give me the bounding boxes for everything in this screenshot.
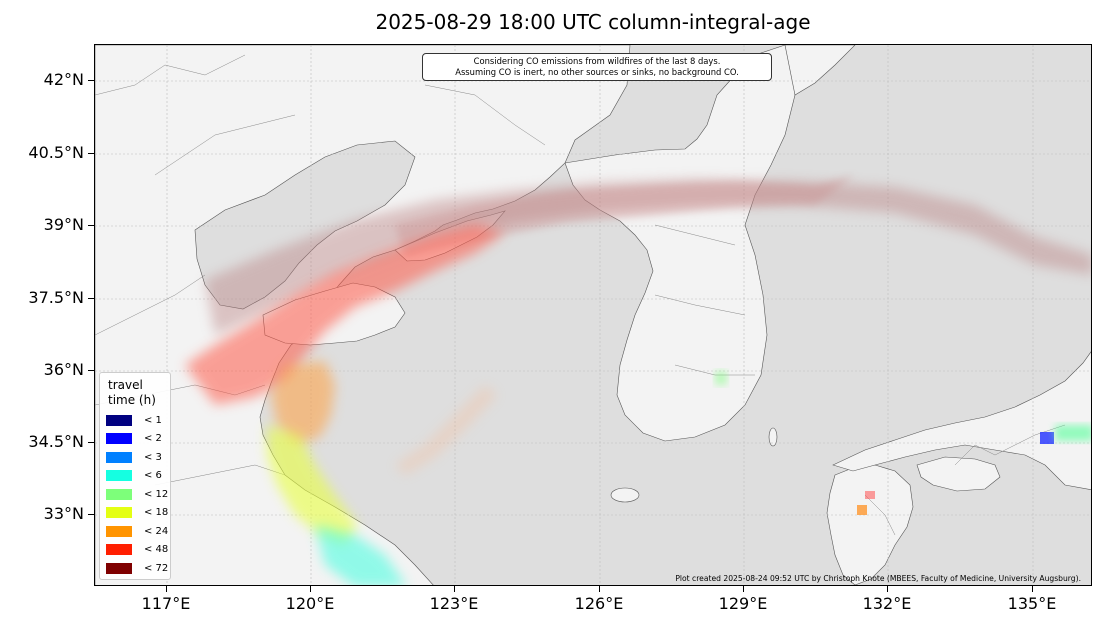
lat-tick	[88, 225, 94, 226]
legend-title-line-1: travel	[108, 378, 143, 392]
legend-swatch	[106, 544, 132, 555]
korean-peninsula	[564, 45, 796, 442]
plume-yellow	[267, 425, 357, 545]
lon-tick	[310, 586, 311, 592]
legend-entry: < 24	[106, 526, 170, 537]
legend-title: travel time (h)	[108, 378, 156, 408]
legend: travel time (h) < 1 < 2 < 3 < 6 < 12 < 1…	[99, 372, 171, 580]
notice-line-1: Considering CO emissions from wildfires …	[473, 56, 721, 66]
legend-swatch	[106, 470, 132, 481]
lon-tick	[887, 586, 888, 592]
lon-tick	[1032, 586, 1033, 592]
legend-label: < 1	[144, 415, 162, 426]
lon-label-123e: 123°E	[429, 594, 479, 613]
legend-swatch	[106, 452, 132, 463]
legend-label: < 3	[144, 452, 162, 463]
legend-swatch	[106, 433, 132, 444]
lat-tick	[88, 153, 94, 154]
legend-entry: < 72	[106, 563, 170, 574]
legend-label: < 72	[144, 563, 169, 574]
legend-label: < 2	[144, 433, 162, 444]
legend-swatch	[106, 526, 132, 537]
plot-credit: Plot created 2025-08-24 09:52 UTC by Chr…	[675, 574, 1081, 583]
lat-tick	[88, 80, 94, 81]
lat-tick	[88, 370, 94, 371]
legend-entry: < 6	[106, 470, 170, 481]
notice-box: Considering CO emissions from wildfires …	[422, 53, 772, 81]
lat-tick	[88, 514, 94, 515]
plume-cyan	[315, 525, 406, 585]
plot-title: 2025-08-29 18:00 UTC column-integral-age	[375, 10, 811, 34]
plume-faint-diagonal	[395, 385, 497, 475]
lon-label-126e: 126°E	[574, 594, 624, 613]
notice-line-2: Assuming CO is inert, no other sources o…	[455, 67, 739, 77]
lat-label-34-5n: 34.5°N	[28, 432, 84, 451]
legend-entry: < 18	[106, 507, 170, 518]
japan-shikoku	[916, 456, 1001, 492]
legend-swatch	[106, 507, 132, 518]
legend-label: < 18	[144, 507, 169, 518]
lon-label-132e: 132°E	[862, 594, 912, 613]
lon-tick	[743, 586, 744, 592]
lon-tick	[166, 586, 167, 592]
plume-kyushu-red	[865, 491, 875, 499]
plume-japan-green	[1055, 425, 1091, 441]
map-canvas: Considering CO emissions from wildfires …	[95, 45, 1091, 585]
legend-entry: < 3	[106, 452, 170, 463]
lon-label-117e: 117°E	[141, 594, 191, 613]
lon-label-120e: 120°E	[285, 594, 335, 613]
lat-label-36n: 36°N	[43, 360, 84, 379]
plume-korea-green	[715, 371, 727, 385]
plume-red-core	[185, 225, 505, 405]
plume-kyushu-orange	[857, 505, 867, 515]
lat-label-39n: 39°N	[43, 215, 84, 234]
map-panel: Considering CO emissions from wildfires …	[94, 44, 1092, 586]
lat-tick	[88, 442, 94, 443]
jeju-island	[610, 487, 640, 503]
lat-label-42n: 42°N	[43, 70, 84, 89]
legend-entry: < 1	[106, 415, 170, 426]
lon-tick	[599, 586, 600, 592]
plume-upper-band	[395, 175, 855, 257]
lat-tick	[88, 298, 94, 299]
lat-label-37-5n: 37.5°N	[28, 288, 84, 307]
legend-label: < 24	[144, 526, 169, 537]
legend-entry: < 48	[106, 544, 170, 555]
japan-kyushu	[826, 464, 914, 585]
lon-tick	[454, 586, 455, 592]
legend-entry: < 2	[106, 433, 170, 444]
legend-title-line-2: time (h)	[108, 393, 156, 407]
smoke-plume	[185, 175, 1091, 585]
lat-label-40-5n: 40.5°N	[28, 143, 84, 162]
lon-label-129e: 129°E	[718, 594, 768, 613]
japan-honshu	[832, 351, 1091, 490]
legend-label: < 6	[144, 470, 162, 481]
russia-coast	[784, 45, 856, 96]
legend-entry: < 12	[106, 489, 170, 500]
plume-orange-coast	[271, 361, 335, 445]
plume-japan-blue	[1040, 432, 1054, 444]
legend-swatch	[106, 415, 132, 426]
legend-swatch	[106, 489, 132, 500]
legend-swatch	[106, 563, 132, 574]
legend-label: < 48	[144, 544, 169, 555]
lat-label-33n: 33°N	[43, 504, 84, 523]
legend-label: < 12	[144, 489, 169, 500]
tsushima-island	[768, 427, 778, 447]
lon-label-135e: 135°E	[1007, 594, 1057, 613]
